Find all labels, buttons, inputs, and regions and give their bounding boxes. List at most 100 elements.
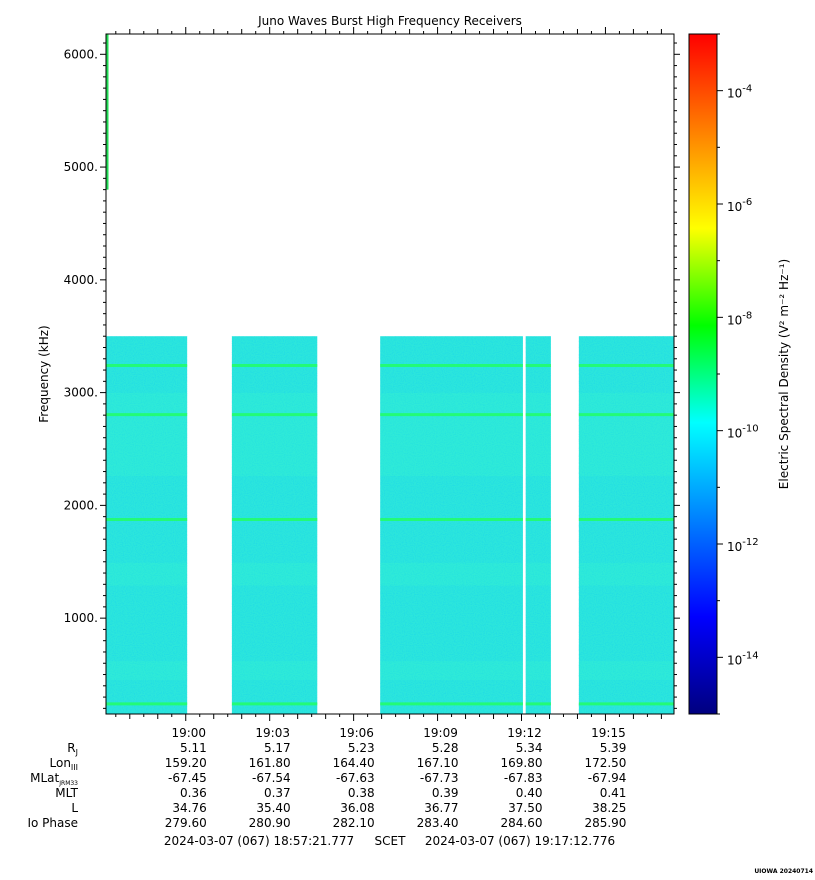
colorbar-gradient [688, 33, 718, 715]
ephemeris-value: 0.39 [432, 786, 459, 800]
segment-band [106, 562, 188, 586]
y-tick-label: 1000. [64, 611, 98, 625]
y-tick-label: 5000. [64, 160, 98, 174]
data-segment [106, 336, 188, 714]
y-tick-label: 4000. [64, 273, 98, 287]
plot-area [106, 34, 674, 714]
data-segments [106, 336, 674, 714]
segment-band [525, 392, 551, 476]
x-tick-label: 19:12 [507, 726, 542, 740]
emission-lines [106, 34, 674, 706]
ephemeris-row-label: MLT [55, 786, 78, 800]
plot-frame [105, 33, 675, 715]
ephemeris-value: 34.76 [172, 801, 206, 815]
segment-texture [380, 336, 523, 714]
ephemeris-value: 284.60 [501, 816, 543, 830]
ephemeris-value: 37.50 [508, 801, 542, 815]
ephemeris-value: -67.54 [252, 771, 291, 785]
ephemeris-value: 36.77 [424, 801, 458, 815]
ephemeris-value: -67.83 [504, 771, 543, 785]
colorbar-tick-label: 10-8 [727, 310, 752, 327]
segment-band [578, 392, 674, 476]
footer-stamp: UIOWA 20240714 [754, 868, 813, 875]
ephemeris-row-label: LonIII [50, 756, 79, 772]
colorbar-label: Electric Spectral Density (V² m⁻² Hz⁻¹) [777, 259, 791, 489]
ephemeris-value: 5.17 [264, 741, 291, 755]
segment-band [380, 562, 523, 586]
time-end: 2024-03-07 (067) 19:17:12.776 [425, 834, 615, 848]
ephemeris-value: 280.90 [249, 816, 291, 830]
ephemeris-value: 169.80 [501, 756, 543, 770]
segment-band [231, 392, 318, 476]
ephemeris-value: 0.37 [264, 786, 291, 800]
y-tick-label: 6000. [64, 47, 98, 61]
ephemeris-value: 5.23 [348, 741, 375, 755]
segment-band [106, 661, 188, 680]
time-start: 2024-03-07 (067) 18:57:21.777 [164, 834, 354, 848]
data-segment [525, 336, 551, 714]
ephemeris-row-label: RJ [67, 741, 78, 757]
segment-band [578, 562, 674, 586]
ephemeris-value: 279.60 [165, 816, 207, 830]
segment-texture [106, 336, 188, 714]
ephemeris-row-label: Io Phase [27, 816, 78, 830]
ephemeris-value: 161.80 [249, 756, 291, 770]
data-segment [231, 336, 318, 714]
ephemeris-value: 283.40 [417, 816, 459, 830]
colorbar-tick-label: 10-6 [727, 197, 752, 214]
y-axis: 1000. 2000. 3000. 4000. 5000. 6000. [64, 42, 680, 709]
segment-band [231, 562, 318, 586]
ephemeris-value: -67.63 [336, 771, 375, 785]
x-tick-label: 19:00 [171, 726, 206, 740]
ephemeris-value: 36.08 [340, 801, 374, 815]
segment-band [231, 661, 318, 680]
ephemeris-value: 5.34 [516, 741, 543, 755]
ephemeris-value: 0.36 [180, 786, 207, 800]
segment-band [525, 661, 551, 680]
colorbar: 10-4 10-6 10-8 10-10 10-12 10-14 Electric Spe… [688, 33, 791, 715]
time-range: 2024-03-07 (067) 18:57:21.777 SCET 2024-… [164, 834, 615, 848]
segment-texture [231, 336, 318, 714]
segment-band [380, 661, 523, 680]
ephemeris-value: 164.40 [333, 756, 375, 770]
segment-band [578, 661, 674, 680]
colorbar-tick-label: 10-12 [727, 537, 759, 554]
ephemeris-value: 167.10 [417, 756, 459, 770]
segment-texture [525, 336, 551, 714]
ephemeris-row-label: L [71, 801, 78, 815]
ephemeris-value: 35.40 [256, 801, 290, 815]
chart-title: Juno Waves Burst High Frequency Receiver… [257, 14, 522, 28]
ephemeris-value: -67.73 [420, 771, 459, 785]
x-tick-label: 19:06 [339, 726, 374, 740]
ephemeris-value: 159.20 [165, 756, 207, 770]
data-segment [578, 336, 674, 714]
data-segment [380, 336, 523, 714]
x-tick-label: 19:03 [255, 726, 290, 740]
ephemeris-value: 0.38 [348, 786, 375, 800]
y-tick-label: 2000. [64, 498, 98, 512]
ephemeris-value: -67.94 [588, 771, 627, 785]
ephemeris-value: 0.40 [516, 786, 543, 800]
segment-texture [578, 336, 674, 714]
x-tick-label: 19:15 [591, 726, 626, 740]
y-tick-label: 3000. [64, 386, 98, 400]
time-scet-label: SCET [375, 834, 407, 848]
ephemeris-value: 5.39 [600, 741, 627, 755]
colorbar-ticks: 10-4 10-6 10-8 10-10 10-12 10-14 [717, 33, 759, 715]
colorbar-tick-label: 10-10 [727, 424, 759, 441]
colorbar-tick-label: 10-4 [727, 84, 752, 101]
ephemeris-value: 172.50 [584, 756, 626, 770]
ephemeris-value: -67.45 [168, 771, 207, 785]
colorbar-tick-label: 10-14 [727, 650, 759, 667]
ephemeris-value: 38.25 [592, 801, 626, 815]
ephemeris-value: 5.11 [180, 741, 207, 755]
ephemeris-value: 5.28 [432, 741, 459, 755]
x-axis: 19:00 19:03 19:06 19:09 19:12 19:15 [115, 27, 662, 740]
segment-band [106, 392, 188, 476]
ephemeris-value: 285.90 [584, 816, 626, 830]
segment-band [525, 562, 551, 586]
ephemeris-value: 0.41 [600, 786, 627, 800]
segment-band [380, 392, 523, 476]
ephemeris-table: RJ 5.11 5.17 5.23 5.28 5.34 5.39 LonIII 159.20 16… [27, 741, 626, 830]
